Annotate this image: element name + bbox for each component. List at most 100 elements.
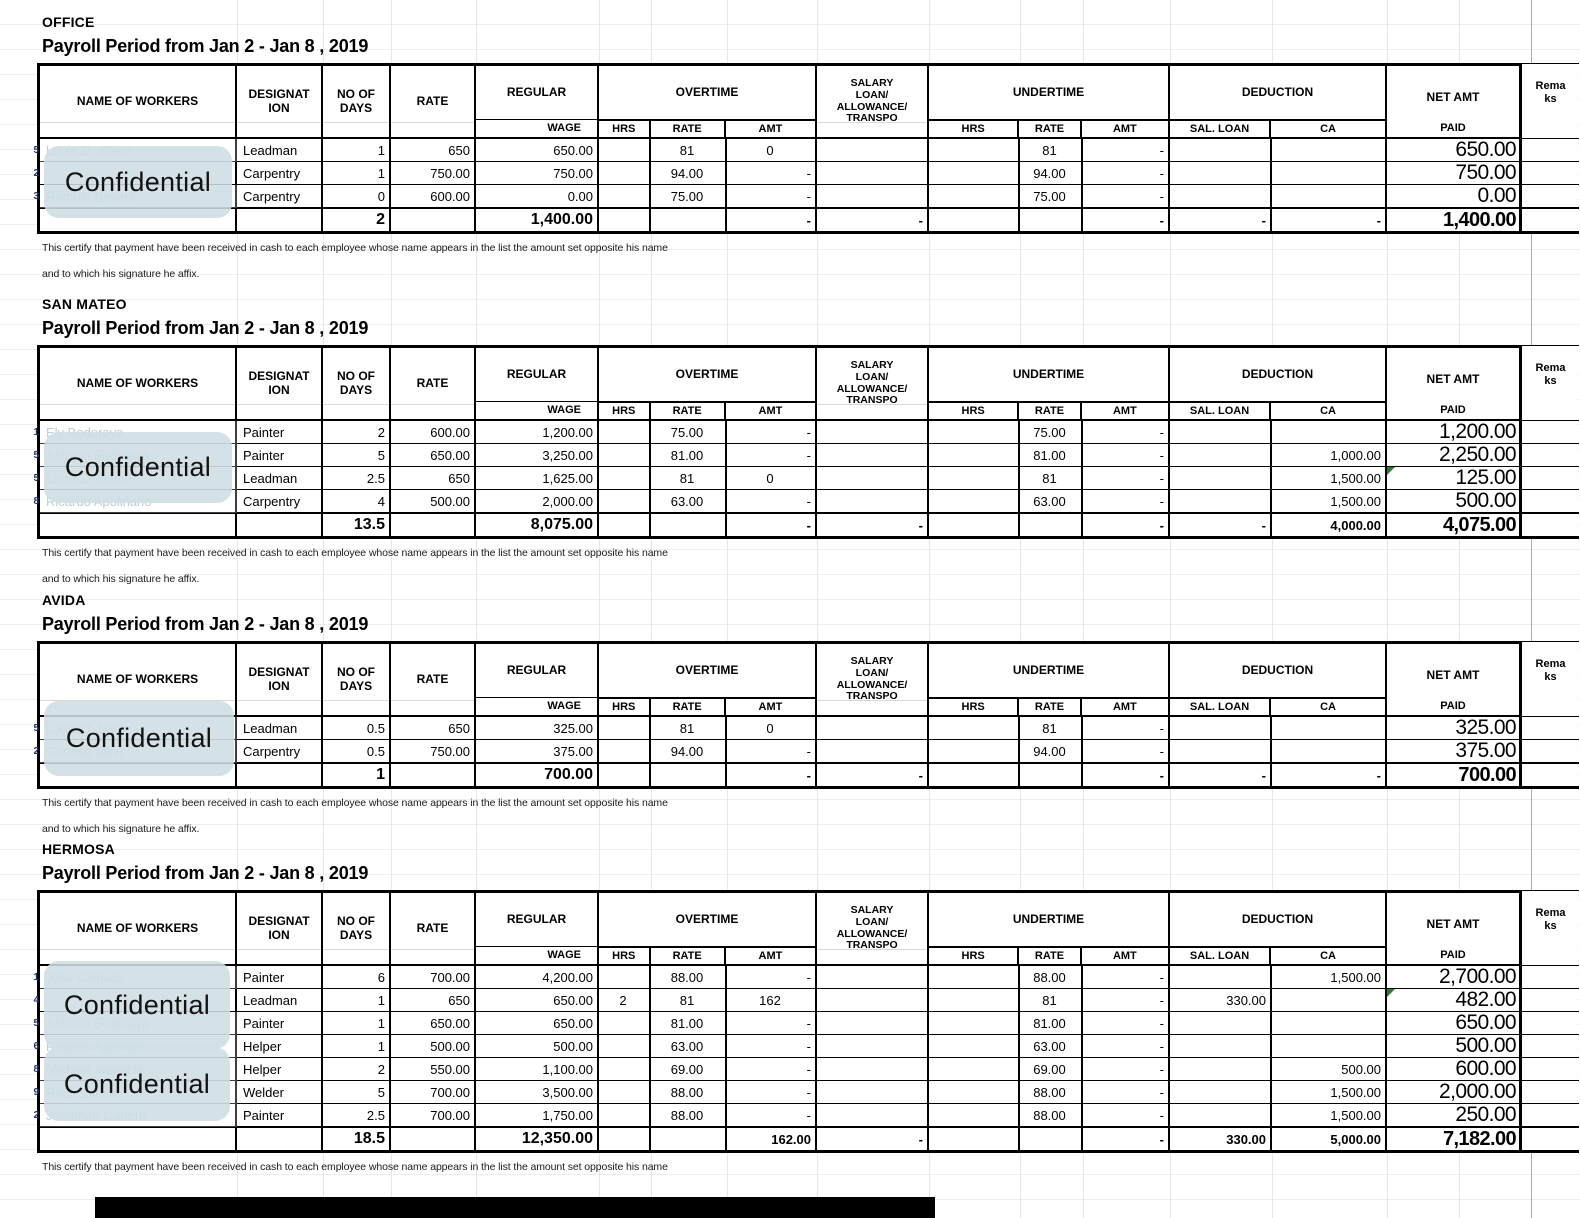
cell-ut_hrs[interactable] bbox=[929, 490, 1020, 513]
cell-ut_amt[interactable]: - bbox=[1083, 740, 1170, 763]
total-cell-ut_hrs[interactable] bbox=[929, 208, 1020, 234]
cell-sal_loan[interactable] bbox=[1170, 444, 1272, 467]
cell-sal_loan[interactable] bbox=[1170, 185, 1272, 208]
column-header-ot_rate[interactable]: RATE bbox=[651, 403, 726, 419]
cell-days[interactable]: 1 bbox=[323, 1012, 391, 1035]
row-number[interactable]: 1 bbox=[33, 972, 39, 983]
cell-ot_rate[interactable]: 81 bbox=[651, 717, 727, 740]
cell-net[interactable]: 650.00 bbox=[1387, 1012, 1522, 1035]
cell-ut_amt[interactable]: - bbox=[1083, 1035, 1170, 1058]
total-cell-salary[interactable]: - bbox=[817, 208, 929, 234]
column-header-ut_hrs[interactable]: HRS bbox=[929, 121, 1020, 137]
cell-ca[interactable] bbox=[1272, 139, 1387, 162]
cell-ot_hrs[interactable] bbox=[599, 1081, 651, 1104]
total-cell-ot_hrs[interactable] bbox=[599, 1127, 651, 1153]
column-header-rate[interactable]: RATE bbox=[391, 890, 476, 966]
column-header-deduction[interactable]: DEDUCTION bbox=[1170, 893, 1385, 949]
row-number[interactable]: 5 bbox=[33, 473, 39, 484]
cell-days[interactable]: 1 bbox=[323, 139, 391, 162]
site-title[interactable]: SAN MATEO bbox=[42, 296, 127, 312]
total-cell-ca[interactable]: 5,000.00 bbox=[1272, 1127, 1387, 1153]
column-header-ut_amt[interactable]: AMT bbox=[1112, 950, 1137, 963]
cell-ut_rate[interactable]: 81 bbox=[1020, 139, 1083, 162]
cell-ot_rate[interactable]: 88.00 bbox=[651, 1104, 727, 1127]
column-header-regular-wage[interactable]: REGULAR WAGE bbox=[476, 63, 599, 139]
row-number[interactable]: 9 bbox=[33, 1087, 39, 1098]
cell-remarks[interactable] bbox=[1522, 1035, 1579, 1058]
site-title[interactable]: HERMOSA bbox=[42, 841, 115, 857]
cell-ot_rate[interactable]: 69.00 bbox=[651, 1058, 727, 1081]
column-header-name[interactable]: NAME OF WORKERS bbox=[40, 345, 237, 421]
total-cell-ca[interactable]: - bbox=[1272, 763, 1387, 789]
cell-sal_loan[interactable] bbox=[1170, 966, 1272, 989]
cell-ot_amt[interactable]: 162 bbox=[727, 989, 817, 1012]
cell-ut_hrs[interactable] bbox=[929, 467, 1020, 490]
cell-salary[interactable] bbox=[817, 1058, 929, 1081]
cell-ot_amt[interactable]: - bbox=[727, 490, 817, 513]
cell-ut_rate[interactable]: 63.00 bbox=[1020, 1035, 1083, 1058]
cell-remarks[interactable] bbox=[1522, 1081, 1579, 1104]
total-cell-ut_rate[interactable] bbox=[1020, 1127, 1083, 1153]
column-header-ot_rate[interactable]: RATE bbox=[651, 948, 726, 964]
cell-sal_loan[interactable] bbox=[1170, 467, 1272, 490]
cell-ot_hrs[interactable] bbox=[599, 1058, 651, 1081]
cell-remarks[interactable] bbox=[1522, 717, 1579, 740]
cell-ut_rate[interactable]: 88.00 bbox=[1020, 1081, 1083, 1104]
row-number[interactable]: 1 bbox=[33, 427, 39, 438]
certification-text[interactable]: This certify that payment have been rece… bbox=[42, 242, 668, 254]
cell-ca[interactable] bbox=[1272, 1012, 1387, 1035]
cell-ot_amt[interactable]: - bbox=[727, 185, 817, 208]
column-header-ot_amt[interactable]: AMT bbox=[758, 123, 783, 136]
total-cell-remarks[interactable] bbox=[1522, 208, 1579, 234]
total-cell-ut_hrs[interactable] bbox=[929, 513, 1020, 539]
row-number[interactable]: 3 bbox=[33, 191, 39, 202]
cell-remarks[interactable] bbox=[1522, 444, 1579, 467]
total-cell-ot_amt[interactable]: - bbox=[727, 208, 817, 234]
cell-remarks[interactable] bbox=[1522, 1012, 1579, 1035]
row-number[interactable]: 5 bbox=[33, 145, 39, 156]
cell-salary[interactable] bbox=[817, 1104, 929, 1127]
total-cell-ot_amt[interactable]: - bbox=[727, 763, 817, 789]
payroll-period[interactable]: Payroll Period from Jan 2 - Jan 8 , 2019 bbox=[42, 318, 369, 338]
cell-sal_loan[interactable] bbox=[1170, 421, 1272, 444]
cell-ot_rate[interactable]: 81.00 bbox=[651, 444, 727, 467]
cell-net[interactable]: 600.00 bbox=[1387, 1058, 1522, 1081]
cell-ot_amt[interactable]: - bbox=[727, 162, 817, 185]
cell-ut_rate[interactable]: 75.00 bbox=[1020, 421, 1083, 444]
total-cell-ot_amt[interactable]: 162.00 bbox=[727, 1127, 817, 1153]
cell-days[interactable]: 0 bbox=[323, 185, 391, 208]
cell-ot_rate[interactable]: 81 bbox=[651, 139, 727, 162]
total-cell-wage[interactable]: 8,075.00 bbox=[476, 513, 599, 539]
column-header-regular-wage[interactable]: REGULAR WAGE bbox=[476, 345, 599, 421]
column-header-rate[interactable]: RATE bbox=[391, 345, 476, 421]
cell-salary[interactable] bbox=[817, 1035, 929, 1058]
column-header-net-amt-paid[interactable]: NET AMT PAID bbox=[1387, 63, 1522, 139]
total-cell-ot_rate[interactable] bbox=[651, 1127, 727, 1153]
cell-rate[interactable]: 650 bbox=[391, 467, 476, 490]
cell-ut_amt[interactable]: - bbox=[1083, 1081, 1170, 1104]
row-number[interactable]: 2 bbox=[33, 168, 39, 179]
cell-designation[interactable]: Carpentry bbox=[237, 490, 323, 513]
row-number[interactable]: 4 bbox=[33, 995, 39, 1006]
cell-wage[interactable]: 375.00 bbox=[476, 740, 599, 763]
total-cell-name[interactable] bbox=[40, 1127, 237, 1153]
total-cell-net[interactable]: 7,182.00 bbox=[1387, 1127, 1522, 1153]
column-header-salary[interactable]: SALARY LOAN/ ALLOWANCE/ TRANSPO bbox=[817, 890, 929, 966]
cell-ot_rate[interactable]: 88.00 bbox=[651, 966, 727, 989]
cell-days[interactable]: 2 bbox=[323, 421, 391, 444]
column-header-ut_rate[interactable]: RATE bbox=[1019, 948, 1082, 964]
cell-ca[interactable]: 1,500.00 bbox=[1272, 490, 1387, 513]
cell-ca[interactable]: 500.00 bbox=[1272, 1058, 1387, 1081]
column-header-ot_rate[interactable]: RATE bbox=[651, 121, 726, 137]
cell-wage[interactable]: 1,100.00 bbox=[476, 1058, 599, 1081]
total-cell-rate[interactable] bbox=[391, 513, 476, 539]
cell-ot_rate[interactable]: 94.00 bbox=[651, 162, 727, 185]
cell-wage[interactable]: 1,750.00 bbox=[476, 1104, 599, 1127]
cell-ot_amt[interactable]: - bbox=[727, 740, 817, 763]
cell-ca[interactable] bbox=[1272, 1035, 1387, 1058]
column-header-net-amt-paid[interactable]: NET AMT PAID bbox=[1387, 641, 1522, 717]
column-header-ut_hrs[interactable]: HRS bbox=[929, 948, 1020, 964]
total-cell-designation[interactable] bbox=[237, 513, 323, 539]
cell-rate[interactable]: 650 bbox=[391, 139, 476, 162]
cell-designation[interactable]: Painter bbox=[237, 1104, 323, 1127]
